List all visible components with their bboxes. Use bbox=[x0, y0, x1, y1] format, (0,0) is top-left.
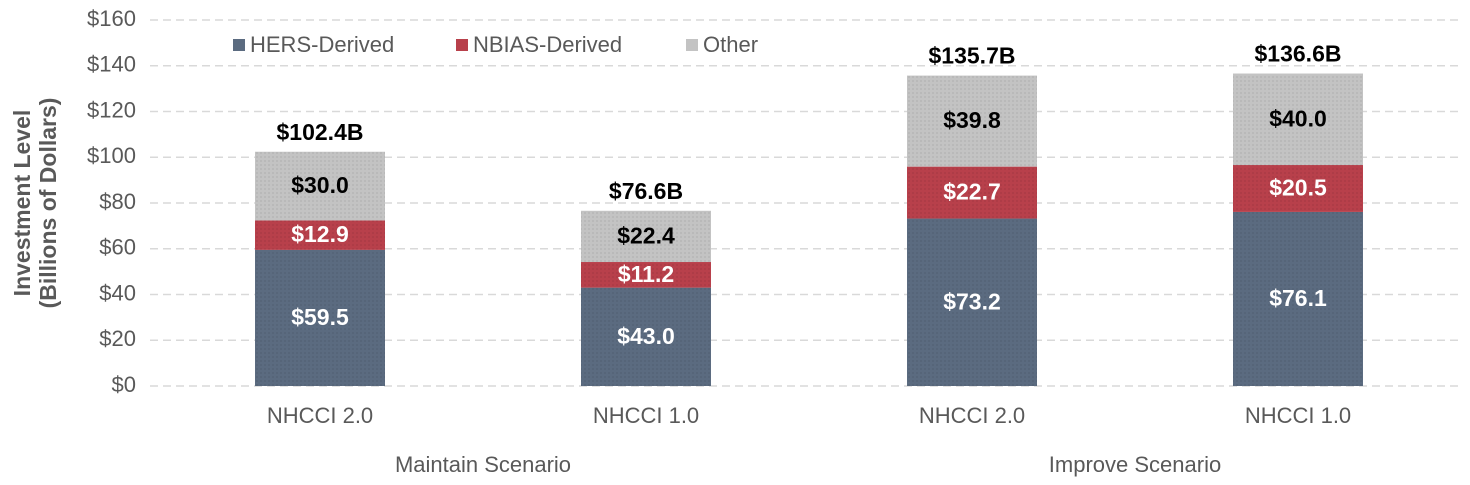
bar-texture bbox=[255, 249, 385, 386]
bar-texture bbox=[1233, 165, 1363, 212]
value-label: $59.5 bbox=[291, 304, 349, 330]
x-tick-label: NHCCI 2.0 bbox=[919, 403, 1025, 428]
y-tick-label: $40 bbox=[99, 280, 136, 305]
y-tick-label: $20 bbox=[99, 326, 136, 351]
legend-label: HERS-Derived bbox=[250, 32, 394, 57]
value-label: $20.5 bbox=[1269, 175, 1327, 201]
group-label: Improve Scenario bbox=[1049, 452, 1221, 477]
y-tick-label: $160 bbox=[87, 6, 136, 31]
y-tick-label: $140 bbox=[87, 52, 136, 77]
y-tick-label: $60 bbox=[99, 235, 136, 260]
y-tick-label: $100 bbox=[87, 143, 136, 168]
legend-swatch bbox=[233, 39, 245, 51]
value-label: $30.0 bbox=[291, 172, 349, 198]
value-label: $12.9 bbox=[291, 221, 349, 247]
x-tick-label: NHCCI 1.0 bbox=[1245, 403, 1351, 428]
bar-texture bbox=[907, 75, 1037, 167]
bar-texture bbox=[1233, 211, 1363, 386]
total-label: $102.4B bbox=[277, 119, 364, 145]
legend-label: NBIAS-Derived bbox=[473, 32, 622, 57]
value-label: $40.0 bbox=[1269, 105, 1327, 131]
y-axis-title: Investment Level bbox=[9, 110, 35, 297]
value-label: $43.0 bbox=[617, 323, 675, 349]
y-axis-title: (Billions of Dollars) bbox=[35, 98, 61, 309]
x-tick-label: NHCCI 1.0 bbox=[593, 403, 699, 428]
value-label: $39.8 bbox=[943, 107, 1001, 133]
legend-label: Other bbox=[703, 32, 758, 57]
total-label: $135.7B bbox=[929, 43, 1016, 69]
bar-texture bbox=[907, 166, 1037, 219]
bar-texture bbox=[1233, 73, 1363, 166]
value-label: $22.7 bbox=[943, 179, 1001, 205]
legend-swatch bbox=[456, 39, 468, 51]
value-label: $11.2 bbox=[618, 261, 674, 287]
y-tick-label: $80 bbox=[99, 189, 136, 214]
total-label: $76.6B bbox=[609, 178, 683, 204]
value-label: $22.4 bbox=[617, 222, 675, 248]
value-label: $76.1 bbox=[1269, 285, 1327, 311]
y-tick-label: $120 bbox=[87, 97, 136, 122]
bar-texture bbox=[581, 287, 711, 386]
bar-texture bbox=[255, 220, 385, 250]
bar-texture bbox=[581, 262, 711, 288]
bar-texture bbox=[907, 218, 1037, 386]
legend-swatch bbox=[686, 39, 698, 51]
bar-texture bbox=[581, 210, 711, 263]
x-tick-label: NHCCI 2.0 bbox=[267, 403, 373, 428]
value-label: $73.2 bbox=[943, 288, 1001, 314]
y-tick-label: $0 bbox=[112, 372, 136, 397]
bar-texture bbox=[255, 151, 385, 221]
total-label: $136.6B bbox=[1255, 41, 1342, 67]
group-label: Maintain Scenario bbox=[395, 452, 571, 477]
